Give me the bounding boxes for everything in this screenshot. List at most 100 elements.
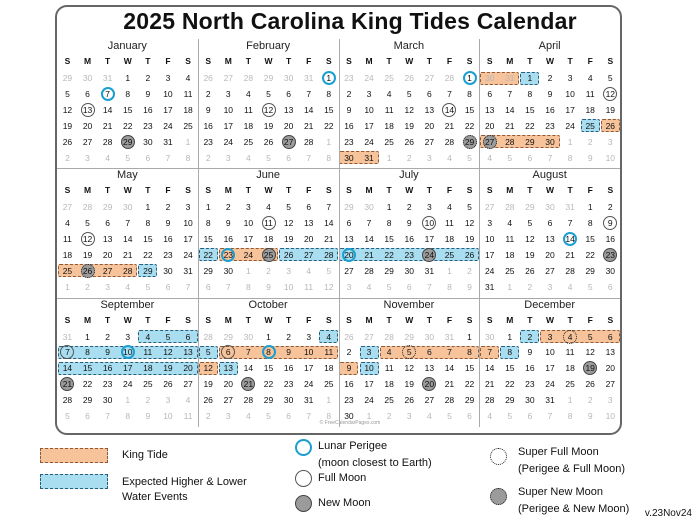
super-new-moon-icon [462, 134, 477, 149]
day-cell: 4 [386, 347, 392, 358]
weekday-label: F [165, 56, 171, 66]
day-cell: 18 [384, 379, 394, 390]
day-cell: 9 [286, 347, 291, 358]
day-cell: 13 [183, 347, 193, 358]
day-cell: 3 [165, 395, 171, 406]
day-cell: 14 [102, 104, 113, 115]
day-cell: 25 [384, 395, 394, 406]
day-cell: 9 [527, 347, 533, 358]
day-cell: 30 [102, 395, 113, 406]
day-cell: 23 [525, 379, 535, 390]
day-cell: 7 [547, 152, 553, 163]
legend-water-events: Expected Higher & Lower Water Events [122, 476, 247, 503]
day-cell: 14 [565, 234, 575, 245]
day-cell: 5 [447, 411, 452, 422]
day-cell: 4 [266, 202, 271, 213]
day-cell: 6 [406, 281, 412, 292]
day-cell: 5 [205, 347, 211, 358]
day-cell: 2 [607, 202, 613, 213]
month-april: April S M T W T F S 30 31 1 2 3 4 5 6 7 8 9 10 11 12 13 14 15 16 1… [479, 39, 620, 168]
day-cell: 20 [223, 379, 234, 390]
legend-super-new-moon: Super New Moon [518, 486, 603, 498]
day-cell: 17 [545, 363, 555, 374]
day-cell: 9 [145, 411, 151, 422]
day-cell: 16 [525, 363, 535, 374]
day-cell: 26 [585, 379, 595, 390]
day-cell: 12 [525, 234, 535, 245]
day-cell: 27 [605, 379, 616, 390]
super-full-moon-icon [563, 329, 578, 344]
day-cell: 8 [326, 411, 332, 422]
weekday-label: T [105, 185, 111, 196]
month-may: May S M T W T F S 27 28 29 30 1 2 3 4 5 6 7 8 9 10 11 12 13 14 15 1… [57, 168, 198, 297]
day-cell: 9 [145, 88, 151, 99]
day-cell: 30 [525, 395, 535, 406]
day-cell: 24 [183, 249, 193, 260]
month-june: June S M T W T F S 1 2 3 4 5 6 7 8 9 10 11 12 13 14 15 16 17 18 19… [198, 168, 339, 297]
day-cell: 11 [585, 88, 595, 99]
day-cell: 29 [143, 265, 153, 276]
day-cell: 21 [303, 120, 314, 131]
day-cell: 26 [404, 136, 414, 147]
weekday-label: S [486, 56, 493, 66]
day-cell: 3 [246, 202, 251, 213]
day-cell: 8 [125, 88, 131, 99]
day-cell: 13 [545, 234, 555, 245]
month-december: December S M T W T F S 30 1 2 3 4 5 6 7 8 9 10 11 12 13 14 15 16… [479, 298, 620, 427]
new-moon-icon [60, 377, 75, 392]
day-cell: 25 [444, 249, 455, 260]
day-cell: 5 [125, 152, 131, 163]
day-cell: 29 [525, 136, 535, 147]
legend-super-new-moon-note: (Perigee & New Moon) [518, 503, 630, 515]
day-cell: 1 [326, 395, 332, 406]
king-tide-band [218, 345, 339, 359]
day-cell: 4 [105, 152, 110, 163]
day-cell: 2 [65, 152, 70, 163]
day-cell: 21 [484, 379, 495, 390]
day-cell: 20 [344, 249, 354, 260]
day-cell: 12 [404, 363, 414, 374]
grid-divider [479, 39, 481, 427]
new-moon-icon [422, 377, 437, 392]
day-cell: 31 [163, 136, 173, 147]
day-cell: 20 [605, 363, 616, 374]
day-cell: 30 [123, 202, 133, 213]
weekday-label: T [145, 185, 151, 196]
day-cell: 14 [303, 104, 314, 115]
day-cell: 2 [406, 152, 412, 163]
new-moon-icon [281, 134, 296, 149]
day-cell: 5 [386, 281, 392, 292]
full-moon-icon [221, 345, 236, 360]
day-cell: 7 [306, 88, 312, 99]
day-cell: 26 [283, 249, 294, 260]
day-cell: 28 [384, 331, 394, 342]
month-name: July [399, 169, 419, 182]
day-cell: 10 [283, 281, 294, 292]
month-name: August [532, 169, 567, 182]
day-cell: 16 [404, 234, 414, 245]
day-cell: 5 [406, 347, 412, 358]
day-cell: 26 [203, 395, 213, 406]
month-name: June [256, 169, 281, 182]
day-cell: 29 [585, 265, 595, 276]
day-cell: 1 [326, 136, 332, 147]
day-cell: 14 [364, 234, 374, 245]
day-cell: 23 [163, 249, 173, 260]
weekday-label: T [245, 56, 251, 66]
day-cell: 10 [123, 347, 133, 358]
day-cell: 2 [587, 136, 593, 147]
water-event-band [339, 248, 480, 262]
day-cell: 19 [525, 249, 535, 260]
day-cell: 26 [82, 265, 93, 276]
day-cell: 1 [567, 395, 573, 406]
day-cell: 2 [205, 88, 211, 99]
day-cell: 28 [444, 395, 455, 406]
day-cell: 5 [165, 331, 171, 342]
day-cell: 30 [545, 202, 555, 213]
day-cell: 31 [62, 331, 73, 342]
day-cell: 18 [444, 234, 455, 245]
day-cell: 8 [567, 411, 573, 422]
day-cell: 5 [607, 73, 613, 83]
weekday-label: S [64, 185, 71, 196]
day-cell: 1 [467, 331, 472, 342]
